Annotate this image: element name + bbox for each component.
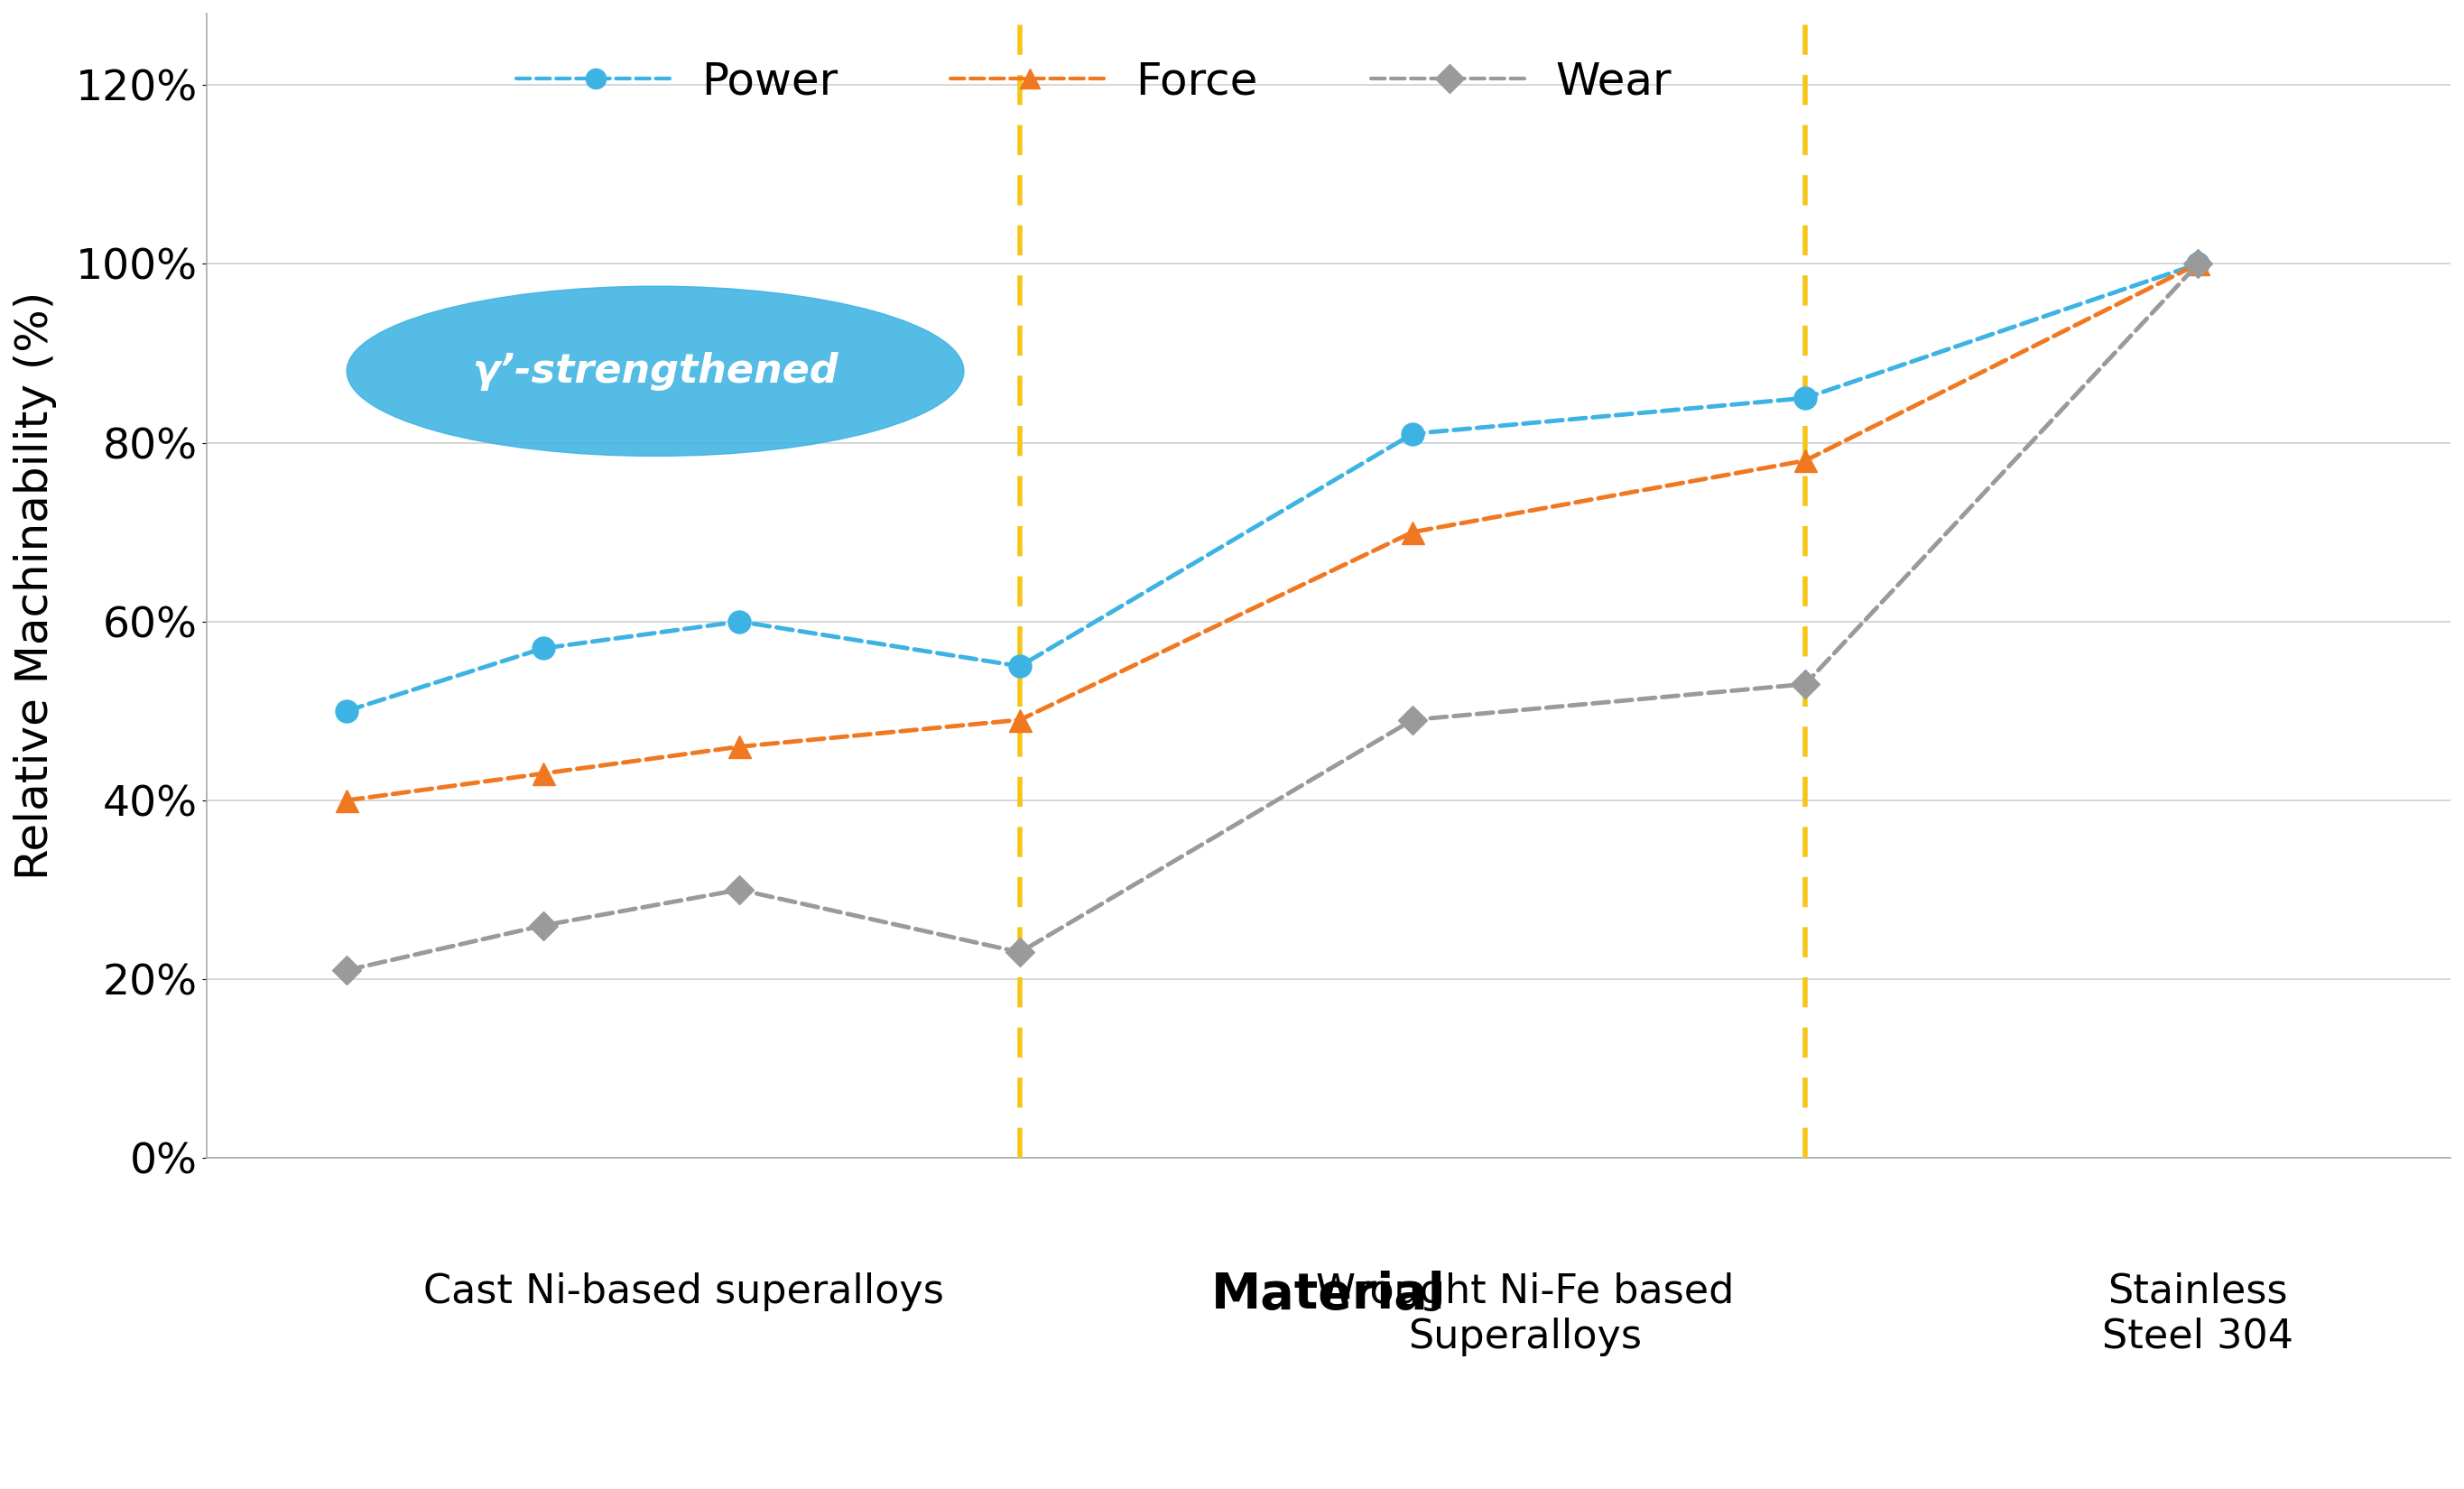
Wear (724, 881, 754, 899)
Wear (527, 917, 557, 935)
Power (333, 701, 362, 719)
Power (724, 612, 754, 630)
Force (333, 791, 362, 809)
Text: Wrought Ni-Fe based
Superalloys: Wrought Ni-Fe based Superalloys (1316, 1273, 1735, 1356)
X-axis label: Material: Material (1212, 1270, 1446, 1319)
Force (724, 737, 754, 755)
Force (2183, 255, 2213, 272)
Power (2183, 255, 2213, 272)
Power (527, 639, 557, 657)
Power (1005, 657, 1035, 675)
Ellipse shape (347, 286, 963, 456)
Text: γ’-strengthened: γ’-strengthened (473, 351, 838, 390)
Line: Power: Power (335, 253, 2210, 722)
Force (527, 764, 557, 782)
Line: Force: Force (335, 253, 2210, 812)
Line: Wear: Wear (338, 253, 2208, 980)
Wear (1005, 944, 1035, 962)
Power (1791, 389, 1821, 406)
Force (1397, 523, 1427, 541)
Text: Stainless
Steel 304: Stainless Steel 304 (2102, 1273, 2294, 1356)
Force (1791, 451, 1821, 469)
Wear (333, 962, 362, 980)
Wear (1791, 675, 1821, 692)
Wear (1397, 710, 1427, 728)
Legend: Power, Force, Wear: Power, Force, Wear (498, 42, 1690, 121)
Text: Cast Ni-based superalloys: Cast Ni-based superalloys (424, 1273, 944, 1312)
Power (1397, 424, 1427, 442)
Force (1005, 710, 1035, 728)
Y-axis label: Relative Machinability (%): Relative Machinability (%) (12, 292, 57, 880)
Wear (2183, 255, 2213, 272)
